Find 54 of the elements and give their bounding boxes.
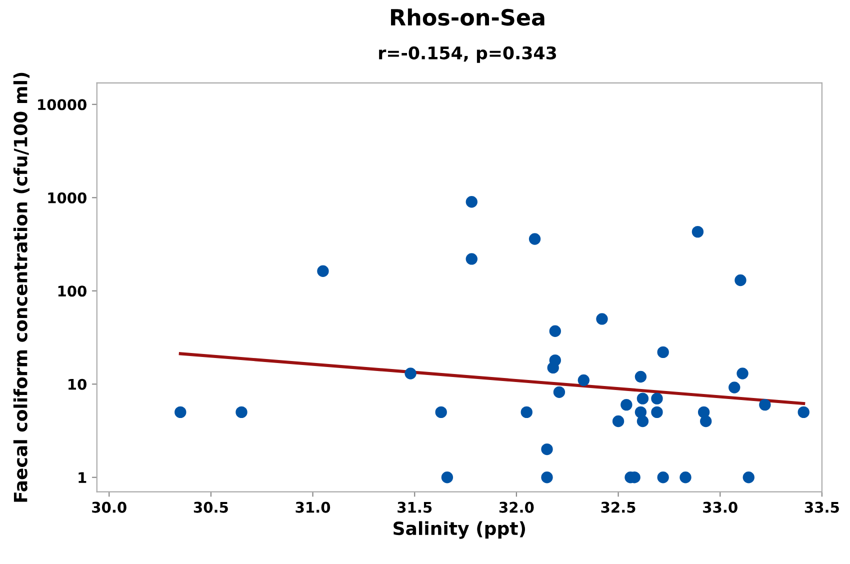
point <box>700 415 712 428</box>
point <box>657 472 669 484</box>
point <box>798 406 810 418</box>
point <box>620 398 632 411</box>
chart-title: Rhos-on-Sea <box>391 8 544 26</box>
point <box>736 368 748 380</box>
point <box>520 406 532 418</box>
x-tick-label: 31.0 <box>296 502 330 513</box>
point <box>174 406 186 418</box>
point <box>657 346 669 358</box>
x-tick-label: 30.5 <box>194 502 228 513</box>
y-tick-label: 1 <box>78 472 86 483</box>
point <box>612 415 624 428</box>
point <box>692 226 704 238</box>
x-tick-label: 30.0 <box>92 502 126 513</box>
point <box>547 362 559 374</box>
point <box>541 472 553 484</box>
point <box>466 196 478 208</box>
x-axis-title: Salinity (ppt) <box>394 521 526 539</box>
y-tick-label: 1000 <box>48 192 86 204</box>
point <box>759 398 771 411</box>
point <box>636 392 649 404</box>
point <box>553 386 566 398</box>
point <box>435 406 447 418</box>
point <box>236 406 248 418</box>
point <box>634 406 647 418</box>
point <box>634 370 647 383</box>
point <box>466 253 478 265</box>
point <box>441 472 454 484</box>
point <box>734 274 746 286</box>
point <box>651 406 663 418</box>
point <box>404 368 416 380</box>
point <box>698 406 710 418</box>
x-tick-label: 31.5 <box>398 502 432 513</box>
point <box>317 265 329 277</box>
x-tick-label: 33.5 <box>804 502 839 513</box>
point <box>742 472 754 484</box>
point <box>680 472 692 484</box>
x-tick-label: 32.0 <box>499 502 534 513</box>
y-tick-label: 10 <box>68 378 86 390</box>
point <box>596 313 608 325</box>
point <box>651 392 663 404</box>
point <box>636 415 649 428</box>
y-axis-title: Faecal coliform concentration (cfu/100 ml) <box>13 72 30 502</box>
chart-subtitle: r=-0.154, p=0.343 <box>379 46 556 63</box>
y-tick-label: 10000 <box>38 99 86 110</box>
point <box>728 382 740 394</box>
point <box>549 325 561 337</box>
point <box>578 374 590 386</box>
point <box>528 233 541 245</box>
x-tick-label: 33.0 <box>703 502 738 513</box>
y-tick-label: 100 <box>58 286 86 297</box>
point <box>541 443 553 456</box>
x-tick-label: 32.5 <box>601 502 636 513</box>
